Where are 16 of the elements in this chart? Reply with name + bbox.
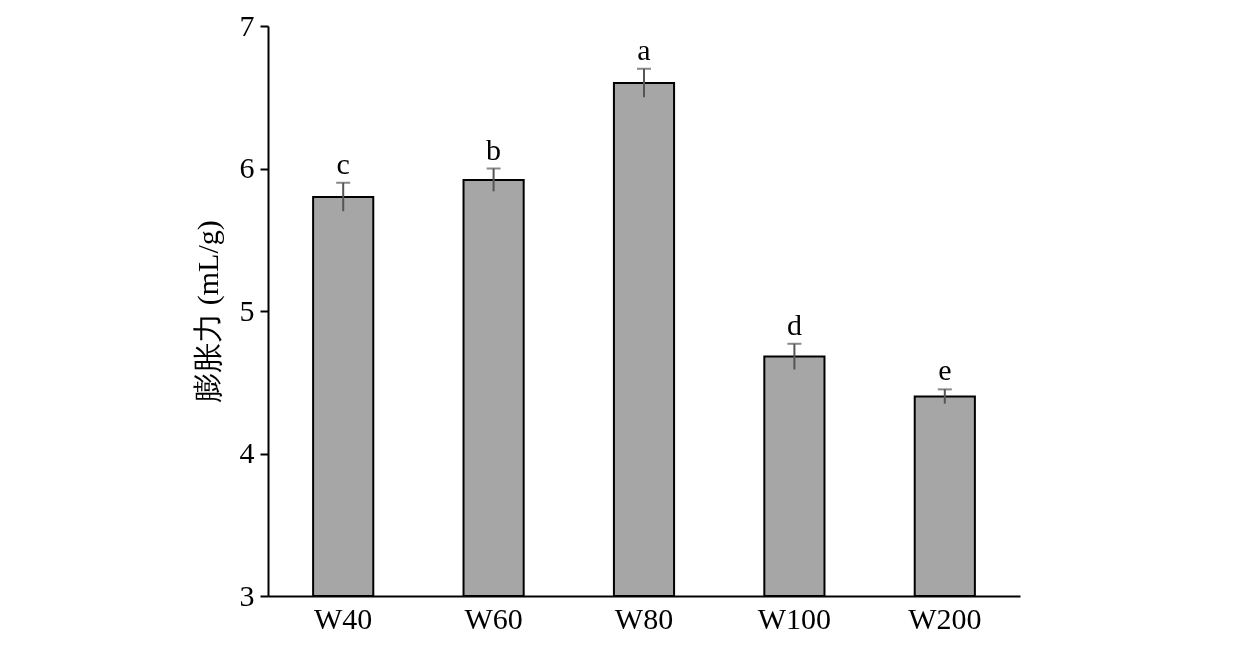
- x-tick-label: W60: [464, 601, 523, 635]
- y-tick-label: 5: [239, 293, 255, 327]
- y-tick-label: 4: [239, 436, 255, 469]
- y-tick-label: 6: [239, 151, 255, 184]
- annotation: d: [786, 307, 802, 341]
- x-tick-label: W80: [614, 601, 674, 635]
- annotation: a: [637, 32, 651, 66]
- annotation: e: [938, 353, 952, 387]
- y-axis-title: 膨胀力 (mL/g): [190, 220, 225, 403]
- x-tick-label: W40: [314, 601, 373, 635]
- annotation: c: [336, 146, 350, 180]
- annotation: b: [486, 132, 502, 166]
- x-tick-label: W200: [908, 601, 982, 635]
- x-tick-label: W100: [757, 601, 832, 635]
- y-tick-label: 3: [239, 578, 255, 612]
- y-tick-label: 7: [239, 8, 255, 42]
